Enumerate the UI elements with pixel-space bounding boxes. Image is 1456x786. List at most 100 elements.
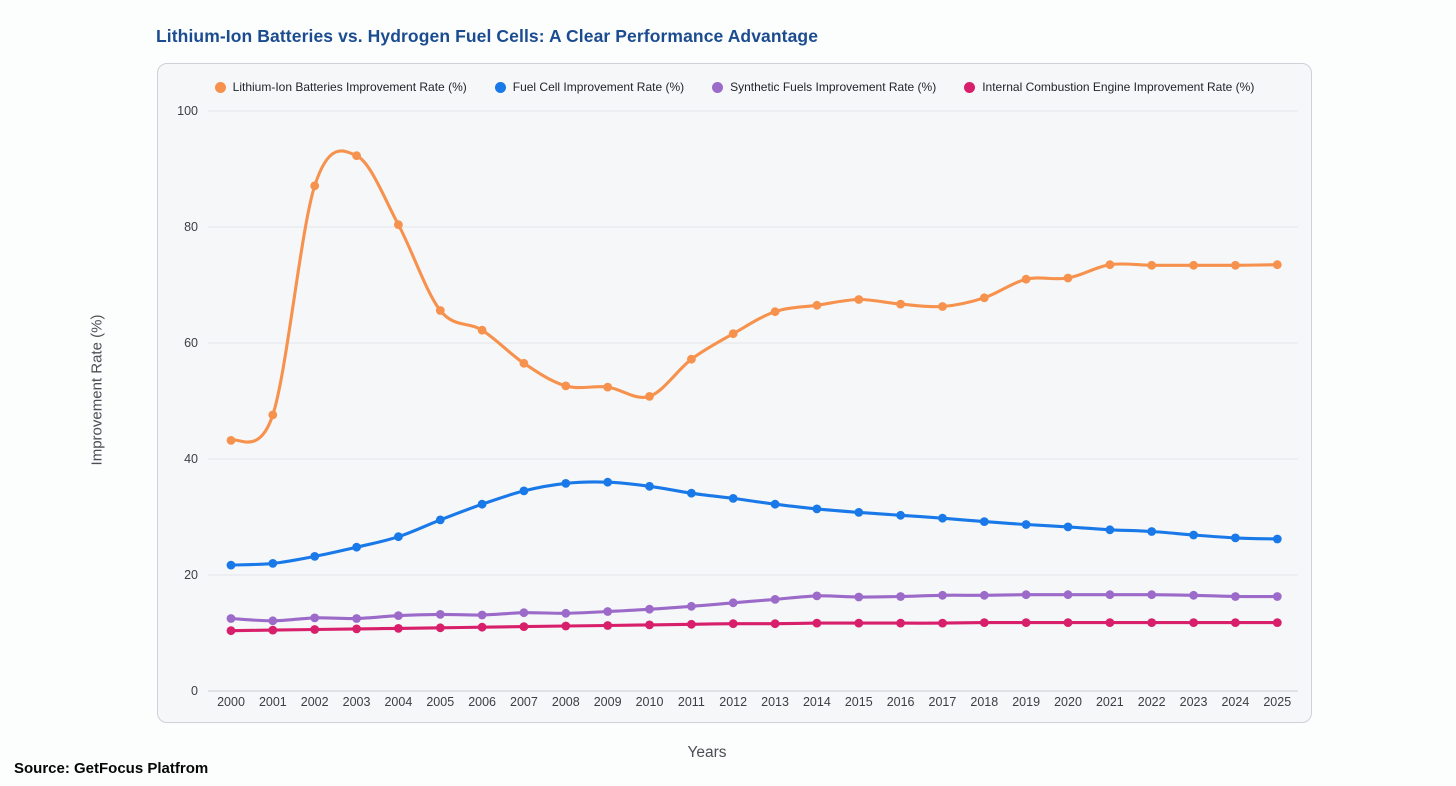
- data-point[interactable]: [1272, 618, 1282, 627]
- data-point[interactable]: [352, 151, 361, 161]
- data-point[interactable]: [1272, 260, 1282, 270]
- data-point[interactable]: [1189, 590, 1198, 600]
- data-point[interactable]: [268, 625, 278, 635]
- data-point[interactable]: [519, 358, 529, 368]
- data-point[interactable]: [310, 181, 320, 191]
- data-point[interactable]: [1147, 260, 1157, 270]
- data-point[interactable]: [1063, 590, 1073, 600]
- data-point[interactable]: [226, 436, 236, 445]
- chart-canvas[interactable]: [158, 64, 1313, 724]
- data-point[interactable]: [310, 625, 320, 634]
- data-point[interactable]: [979, 517, 989, 526]
- data-point[interactable]: [226, 614, 236, 623]
- data-point[interactable]: [519, 608, 529, 618]
- data-point[interactable]: [268, 559, 278, 568]
- data-point[interactable]: [1105, 590, 1115, 600]
- data-point[interactable]: [477, 610, 487, 620]
- data-point[interactable]: [394, 532, 403, 542]
- data-point[interactable]: [854, 592, 864, 602]
- data-point[interactable]: [1021, 590, 1031, 600]
- legend-item[interactable]: Internal Combustion Engine Improvement R…: [964, 80, 1254, 94]
- data-point[interactable]: [645, 392, 654, 401]
- data-point[interactable]: [1021, 618, 1031, 627]
- data-point[interactable]: [435, 515, 445, 525]
- data-point[interactable]: [979, 590, 989, 600]
- data-point[interactable]: [1272, 592, 1282, 601]
- data-point[interactable]: [561, 621, 571, 631]
- data-point[interactable]: [561, 479, 571, 488]
- data-point[interactable]: [812, 300, 822, 310]
- data-point[interactable]: [770, 499, 780, 509]
- data-point[interactable]: [1272, 534, 1282, 544]
- data-point[interactable]: [226, 560, 236, 570]
- data-point[interactable]: [687, 619, 696, 629]
- data-point[interactable]: [645, 604, 654, 614]
- data-point[interactable]: [938, 618, 947, 628]
- data-point[interactable]: [728, 598, 738, 608]
- data-point[interactable]: [896, 299, 905, 309]
- data-point[interactable]: [519, 486, 529, 496]
- data-point[interactable]: [435, 623, 445, 633]
- data-point[interactable]: [394, 220, 403, 230]
- data-point[interactable]: [1231, 533, 1240, 543]
- data-point[interactable]: [477, 325, 487, 335]
- data-point[interactable]: [687, 601, 696, 611]
- data-point[interactable]: [1189, 260, 1198, 270]
- data-point[interactable]: [352, 542, 361, 552]
- data-point[interactable]: [394, 611, 403, 620]
- data-point[interactable]: [938, 590, 947, 600]
- data-point[interactable]: [352, 614, 361, 623]
- data-point[interactable]: [477, 499, 487, 509]
- data-point[interactable]: [310, 613, 320, 623]
- data-point[interactable]: [268, 616, 278, 626]
- data-point[interactable]: [1063, 522, 1073, 532]
- data-point[interactable]: [812, 591, 822, 601]
- data-point[interactable]: [561, 608, 571, 618]
- data-point[interactable]: [896, 592, 905, 601]
- data-point[interactable]: [310, 552, 320, 561]
- data-point[interactable]: [979, 293, 989, 303]
- legend-item[interactable]: Lithium-Ion Batteries Improvement Rate (…: [214, 80, 467, 94]
- data-point[interactable]: [603, 607, 613, 616]
- data-point[interactable]: [561, 381, 571, 391]
- data-point[interactable]: [1021, 520, 1031, 529]
- data-point[interactable]: [812, 618, 822, 628]
- data-point[interactable]: [854, 618, 864, 628]
- data-point[interactable]: [896, 618, 905, 628]
- data-point[interactable]: [645, 481, 654, 491]
- data-point[interactable]: [1105, 260, 1115, 270]
- data-point[interactable]: [728, 619, 738, 629]
- data-point[interactable]: [435, 306, 445, 315]
- data-point[interactable]: [519, 622, 529, 631]
- data-point[interactable]: [477, 622, 487, 632]
- data-point[interactable]: [812, 504, 822, 514]
- data-point[interactable]: [1105, 525, 1115, 535]
- data-point[interactable]: [979, 618, 989, 627]
- data-point[interactable]: [1147, 527, 1157, 536]
- data-point[interactable]: [896, 510, 905, 520]
- data-point[interactable]: [268, 410, 278, 420]
- data-point[interactable]: [770, 307, 780, 317]
- data-point[interactable]: [603, 621, 613, 630]
- data-point[interactable]: [603, 477, 613, 487]
- data-point[interactable]: [728, 494, 738, 503]
- data-point[interactable]: [854, 508, 864, 517]
- data-point[interactable]: [854, 295, 864, 304]
- data-point[interactable]: [1189, 618, 1198, 627]
- data-point[interactable]: [1147, 618, 1157, 627]
- data-point[interactable]: [603, 382, 613, 392]
- data-point[interactable]: [352, 624, 361, 634]
- legend-item[interactable]: Synthetic Fuels Improvement Rate (%): [712, 80, 936, 94]
- data-point[interactable]: [1021, 274, 1031, 284]
- data-point[interactable]: [226, 626, 236, 636]
- data-point[interactable]: [938, 302, 947, 311]
- data-point[interactable]: [1105, 618, 1115, 627]
- data-point[interactable]: [1231, 592, 1240, 601]
- data-point[interactable]: [1063, 273, 1073, 283]
- data-point[interactable]: [435, 610, 445, 619]
- data-point[interactable]: [770, 619, 780, 629]
- data-point[interactable]: [1147, 590, 1157, 600]
- data-point[interactable]: [394, 624, 403, 633]
- data-point[interactable]: [687, 488, 696, 498]
- data-point[interactable]: [645, 620, 654, 630]
